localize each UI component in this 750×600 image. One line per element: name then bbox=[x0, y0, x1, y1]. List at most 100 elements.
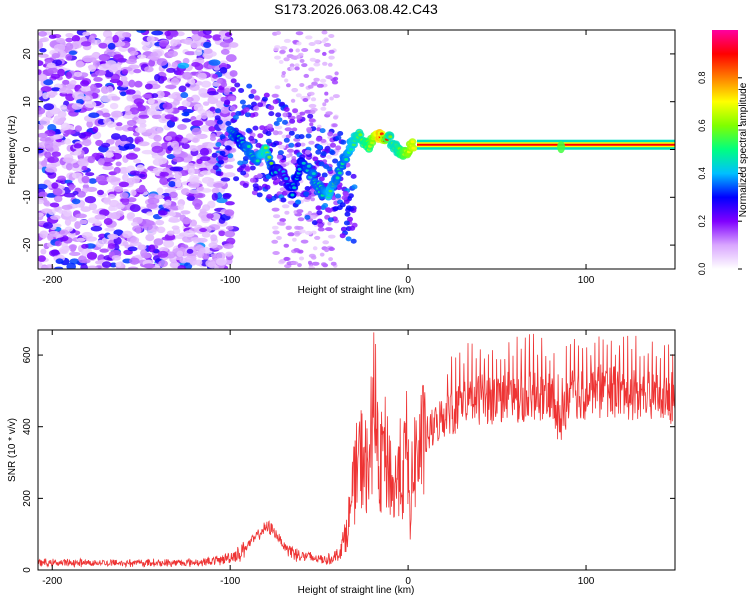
heatmap-cell bbox=[92, 126, 99, 133]
heatmap-cell bbox=[225, 54, 237, 63]
heatmap-cell bbox=[224, 87, 231, 93]
heatmap-cell bbox=[58, 209, 65, 214]
heatmap-cell bbox=[181, 137, 189, 143]
heatmap-cell bbox=[172, 99, 180, 106]
heatmap-cell bbox=[43, 79, 54, 86]
heatmap-cell bbox=[105, 175, 118, 183]
heatmap-cell bbox=[158, 247, 169, 252]
heatmap-cell bbox=[327, 234, 336, 239]
heatmap-cell bbox=[146, 211, 154, 216]
heatmap-cell bbox=[325, 75, 333, 80]
heatmap-cell bbox=[125, 153, 138, 160]
heatmap-cell bbox=[268, 111, 275, 117]
heatmap-cell bbox=[312, 246, 318, 251]
heatmap-cell bbox=[271, 239, 279, 244]
heatmap-cell bbox=[172, 156, 185, 163]
heatmap-cell bbox=[132, 132, 140, 137]
heatmap-cell bbox=[301, 63, 308, 68]
heatmap-cell bbox=[335, 135, 342, 141]
heatmap-cell bbox=[220, 106, 230, 114]
heatmap-cell bbox=[358, 133, 363, 137]
spectrogram-y-tick-label: 20 bbox=[22, 48, 33, 60]
snr-x-tick-label: -100 bbox=[220, 576, 240, 587]
heatmap-cell bbox=[301, 161, 306, 165]
heatmap-cell bbox=[332, 123, 338, 128]
heatmap-cell bbox=[230, 96, 237, 102]
heatmap-cell bbox=[257, 102, 264, 108]
heatmap-cell bbox=[286, 148, 295, 153]
heatmap-cell bbox=[225, 201, 235, 206]
heatmap-cell bbox=[186, 248, 194, 254]
heatmap-cell bbox=[308, 266, 316, 269]
heatmap-cell bbox=[63, 192, 76, 198]
heatmap-cell bbox=[135, 126, 147, 133]
heatmap-cell bbox=[303, 191, 310, 197]
heatmap-cell bbox=[158, 260, 168, 268]
heatmap-cell bbox=[345, 236, 352, 242]
heatmap-cell bbox=[65, 32, 74, 38]
heatmap-cell bbox=[118, 181, 130, 188]
heatmap-cell bbox=[313, 62, 321, 67]
heatmap-cell bbox=[166, 67, 176, 73]
heatmap-cell bbox=[68, 184, 76, 189]
heatmap-cell bbox=[199, 156, 211, 162]
heatmap-cell bbox=[125, 110, 132, 116]
heatmap-cell bbox=[272, 230, 280, 235]
heatmap-cell bbox=[308, 42, 316, 46]
heatmap-cell bbox=[191, 34, 202, 42]
heatmap-cell bbox=[133, 147, 141, 152]
heatmap-cell bbox=[39, 230, 49, 239]
heatmap-cell bbox=[324, 248, 330, 253]
heatmap-cell bbox=[261, 96, 268, 102]
heatmap-cell bbox=[288, 48, 294, 53]
heatmap-cell bbox=[224, 230, 236, 238]
heatmap-cell bbox=[183, 262, 193, 269]
heatmap-cell bbox=[42, 222, 54, 229]
heatmap-cell bbox=[339, 233, 346, 239]
heatmap-cell bbox=[194, 63, 204, 71]
heatmap-cell bbox=[211, 192, 218, 201]
heatmap-cell bbox=[44, 140, 54, 149]
heatmap-cell bbox=[68, 50, 78, 56]
heatmap-cell bbox=[49, 202, 60, 208]
heatmap-cell bbox=[211, 187, 220, 194]
heatmap-cell bbox=[80, 206, 92, 213]
heatmap-cell bbox=[189, 145, 199, 152]
heatmap-cell bbox=[38, 191, 48, 198]
heatmap-cell bbox=[61, 204, 73, 211]
heatmap-cell bbox=[255, 159, 260, 163]
heatmap-cell bbox=[289, 118, 296, 124]
heatmap-cell bbox=[311, 81, 318, 86]
heatmap-cell bbox=[120, 75, 128, 82]
heatmap-cell bbox=[316, 144, 323, 150]
heatmap-cell bbox=[74, 221, 81, 230]
heatmap-cell bbox=[95, 260, 104, 265]
heatmap-cell bbox=[102, 30, 113, 38]
heatmap-cell bbox=[93, 77, 103, 82]
heatmap-cell bbox=[339, 202, 346, 208]
heatmap-cell bbox=[345, 205, 352, 211]
heatmap-cell bbox=[112, 34, 119, 43]
heatmap-cell bbox=[242, 183, 249, 188]
heatmap-cell bbox=[132, 175, 141, 184]
heatmap-cell bbox=[344, 158, 349, 161]
heatmap-cell bbox=[316, 218, 323, 224]
heatmap-cell bbox=[150, 110, 162, 116]
heatmap-cell bbox=[273, 121, 280, 127]
heatmap-cell bbox=[182, 235, 194, 243]
heatmap-cell bbox=[274, 85, 281, 90]
heatmap-cell bbox=[197, 72, 207, 80]
heatmap-cell bbox=[154, 194, 165, 200]
heatmap-cell bbox=[101, 161, 113, 167]
heatmap-cell bbox=[156, 187, 164, 195]
heatmap-cell bbox=[253, 186, 260, 192]
heatmap-cell bbox=[133, 68, 142, 74]
heatmap-cell bbox=[196, 237, 208, 243]
heatmap-cell bbox=[328, 189, 333, 193]
heatmap-cell bbox=[292, 237, 297, 242]
heatmap-cell bbox=[167, 94, 178, 99]
heatmap-cell bbox=[71, 41, 83, 49]
heatmap-cell bbox=[203, 48, 213, 55]
heatmap-cell bbox=[277, 144, 286, 149]
heatmap-cell bbox=[101, 261, 112, 268]
